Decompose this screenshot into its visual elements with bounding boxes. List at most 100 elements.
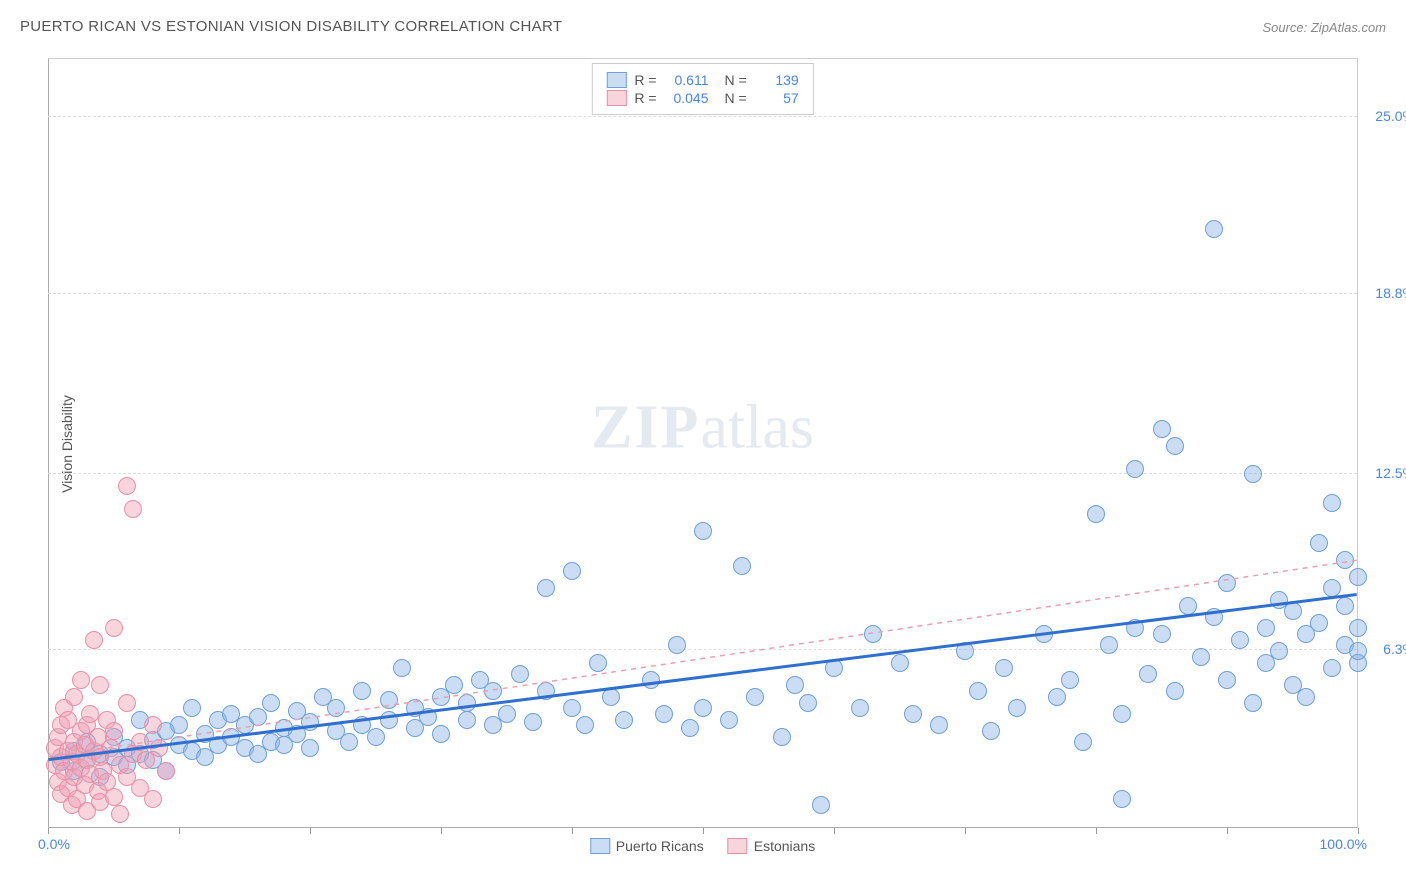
scatter-point-pr bbox=[1310, 614, 1328, 632]
scatter-point-est bbox=[81, 705, 99, 723]
r-label: R = bbox=[634, 90, 656, 106]
scatter-point-pr bbox=[432, 725, 450, 743]
legend-swatch bbox=[606, 72, 626, 88]
r-value: 0.045 bbox=[665, 90, 709, 106]
scatter-point-est bbox=[131, 733, 149, 751]
scatter-point-pr bbox=[1153, 420, 1171, 438]
scatter-point-est bbox=[65, 688, 83, 706]
scatter-point-pr bbox=[746, 688, 764, 706]
scatter-point-pr bbox=[563, 562, 581, 580]
scatter-point-pr bbox=[1113, 790, 1131, 808]
scatter-point-pr bbox=[904, 705, 922, 723]
scatter-point-pr bbox=[419, 708, 437, 726]
scatter-point-pr bbox=[1153, 625, 1171, 643]
scatter-point-pr bbox=[1061, 671, 1079, 689]
chart-header: PUERTO RICAN VS ESTONIAN VISION DISABILI… bbox=[20, 18, 1386, 48]
scatter-point-est bbox=[124, 500, 142, 518]
stats-row: R = 0.045 N = 57 bbox=[606, 90, 798, 106]
scatter-point-pr bbox=[1192, 648, 1210, 666]
gridline bbox=[48, 293, 1357, 294]
scatter-point-pr bbox=[982, 722, 1000, 740]
x-tick bbox=[834, 828, 835, 834]
n-label: N = bbox=[725, 90, 747, 106]
gridline bbox=[48, 116, 1357, 117]
scatter-point-pr bbox=[655, 705, 673, 723]
legend-item: Estonians bbox=[728, 838, 815, 854]
n-value: 139 bbox=[755, 72, 799, 88]
scatter-point-pr bbox=[733, 557, 751, 575]
scatter-point-pr bbox=[445, 676, 463, 694]
scatter-point-pr bbox=[249, 708, 267, 726]
scatter-point-pr bbox=[969, 682, 987, 700]
scatter-point-pr bbox=[1231, 631, 1249, 649]
scatter-point-pr bbox=[1126, 460, 1144, 478]
scatter-point-pr bbox=[340, 733, 358, 751]
chart-frame: Vision Disability ZIPatlas 6.3%12.5%18.8… bbox=[48, 58, 1358, 828]
scatter-point-pr bbox=[1244, 694, 1262, 712]
source-attribution: Source: ZipAtlas.com bbox=[1262, 20, 1386, 35]
scatter-point-pr bbox=[642, 671, 660, 689]
x-tick bbox=[179, 828, 180, 834]
scatter-point-pr bbox=[786, 676, 804, 694]
scatter-point-pr bbox=[458, 694, 476, 712]
scatter-point-pr bbox=[694, 699, 712, 717]
scatter-point-pr bbox=[1336, 597, 1354, 615]
scatter-point-pr bbox=[1349, 568, 1367, 586]
scatter-point-pr bbox=[1336, 551, 1354, 569]
scatter-point-pr bbox=[851, 699, 869, 717]
scatter-point-pr bbox=[498, 705, 516, 723]
scatter-point-pr bbox=[1087, 505, 1105, 523]
scatter-point-pr bbox=[1349, 642, 1367, 660]
scatter-point-pr bbox=[537, 682, 555, 700]
scatter-point-pr bbox=[380, 711, 398, 729]
scatter-point-pr bbox=[589, 654, 607, 672]
scatter-point-pr bbox=[484, 682, 502, 700]
scatter-point-pr bbox=[367, 728, 385, 746]
scatter-point-pr bbox=[825, 659, 843, 677]
legend-swatch bbox=[728, 838, 748, 854]
scatter-point-pr bbox=[576, 716, 594, 734]
scatter-point-est bbox=[144, 790, 162, 808]
x-tick bbox=[310, 828, 311, 834]
scatter-point-pr bbox=[864, 625, 882, 643]
scatter-point-pr bbox=[799, 694, 817, 712]
scatter-point-pr bbox=[668, 636, 686, 654]
scatter-point-est bbox=[102, 739, 120, 757]
r-value: 0.611 bbox=[665, 72, 709, 88]
n-label: N = bbox=[725, 72, 747, 88]
scatter-point-pr bbox=[563, 699, 581, 717]
chart-title: PUERTO RICAN VS ESTONIAN VISION DISABILI… bbox=[20, 18, 562, 35]
scatter-point-est bbox=[72, 671, 90, 689]
scatter-point-pr bbox=[537, 579, 555, 597]
scatter-point-pr bbox=[681, 719, 699, 737]
legend-label: Puerto Ricans bbox=[616, 838, 704, 854]
scatter-point-est bbox=[105, 619, 123, 637]
x-tick bbox=[441, 828, 442, 834]
n-value: 57 bbox=[755, 90, 799, 106]
x-tick bbox=[965, 828, 966, 834]
scatter-point-est bbox=[105, 722, 123, 740]
scatter-point-pr bbox=[812, 796, 830, 814]
scatter-point-pr bbox=[1166, 682, 1184, 700]
scatter-point-est bbox=[111, 805, 129, 823]
scatter-point-pr bbox=[170, 716, 188, 734]
scatter-point-pr bbox=[694, 522, 712, 540]
scatter-point-pr bbox=[1323, 659, 1341, 677]
scatter-point-est bbox=[85, 631, 103, 649]
x-tick bbox=[703, 828, 704, 834]
scatter-point-pr bbox=[1297, 688, 1315, 706]
stats-legend-box: R = 0.611 N = 139 R = 0.045 N = 57 bbox=[591, 63, 813, 115]
scatter-point-est bbox=[105, 788, 123, 806]
scatter-point-pr bbox=[262, 694, 280, 712]
scatter-point-pr bbox=[1113, 705, 1131, 723]
scatter-point-pr bbox=[1100, 636, 1118, 654]
scatter-point-pr bbox=[1166, 437, 1184, 455]
scatter-point-pr bbox=[956, 642, 974, 660]
scatter-point-est bbox=[150, 739, 168, 757]
scatter-point-pr bbox=[995, 659, 1013, 677]
y-tick-label: 6.3% bbox=[1365, 641, 1406, 657]
legend-swatch bbox=[590, 838, 610, 854]
y-tick-label: 18.8% bbox=[1365, 285, 1406, 301]
x-axis-max-label: 100.0% bbox=[1320, 836, 1367, 852]
r-label: R = bbox=[634, 72, 656, 88]
